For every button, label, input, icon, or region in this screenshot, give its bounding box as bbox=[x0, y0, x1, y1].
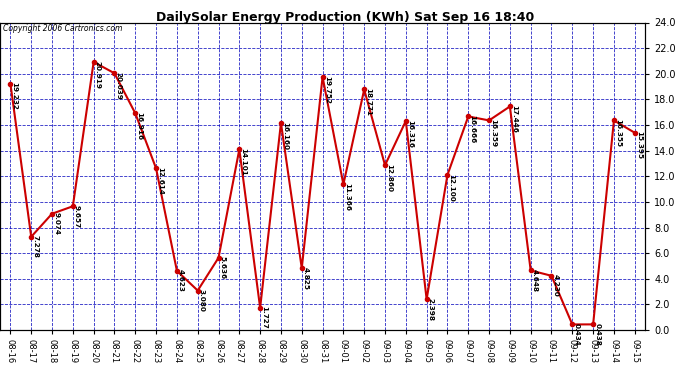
Text: 17.446: 17.446 bbox=[511, 105, 517, 133]
Text: 16.359: 16.359 bbox=[490, 119, 496, 147]
Text: 7.278: 7.278 bbox=[32, 236, 39, 258]
Text: 18.771: 18.771 bbox=[366, 88, 371, 116]
Text: 0.434: 0.434 bbox=[573, 323, 580, 346]
Text: 12.100: 12.100 bbox=[448, 174, 455, 201]
Text: 4.825: 4.825 bbox=[303, 267, 309, 290]
Text: 19.752: 19.752 bbox=[324, 75, 330, 104]
Text: 2.398: 2.398 bbox=[428, 298, 434, 321]
Text: DailySolar Energy Production (KWh) Sat Sep 16 18:40: DailySolar Energy Production (KWh) Sat S… bbox=[156, 11, 534, 24]
Text: 12.614: 12.614 bbox=[157, 167, 164, 195]
Text: 0.438: 0.438 bbox=[594, 323, 600, 346]
Text: 14.101: 14.101 bbox=[241, 148, 246, 176]
Text: 9.074: 9.074 bbox=[53, 212, 59, 235]
Text: 1.727: 1.727 bbox=[262, 306, 267, 329]
Text: 19.232: 19.232 bbox=[12, 82, 17, 110]
Text: 16.916: 16.916 bbox=[137, 112, 142, 140]
Text: 4.623: 4.623 bbox=[178, 269, 184, 292]
Text: 20.919: 20.919 bbox=[95, 61, 101, 88]
Text: 4.648: 4.648 bbox=[532, 269, 538, 292]
Text: 9.657: 9.657 bbox=[74, 205, 80, 228]
Text: Copyright 2006 Cartronics.com: Copyright 2006 Cartronics.com bbox=[3, 24, 123, 33]
Text: 16.666: 16.666 bbox=[469, 115, 475, 143]
Text: 16.316: 16.316 bbox=[407, 120, 413, 147]
Text: 16.160: 16.160 bbox=[282, 122, 288, 150]
Text: 5.636: 5.636 bbox=[219, 256, 226, 279]
Text: 15.395: 15.395 bbox=[636, 131, 642, 159]
Text: 20.039: 20.039 bbox=[116, 72, 121, 100]
Text: 16.355: 16.355 bbox=[615, 119, 621, 147]
Text: 3.080: 3.080 bbox=[199, 289, 205, 312]
Text: 4.230: 4.230 bbox=[553, 274, 559, 297]
Text: 11.366: 11.366 bbox=[344, 183, 351, 211]
Text: 12.860: 12.860 bbox=[386, 164, 392, 192]
